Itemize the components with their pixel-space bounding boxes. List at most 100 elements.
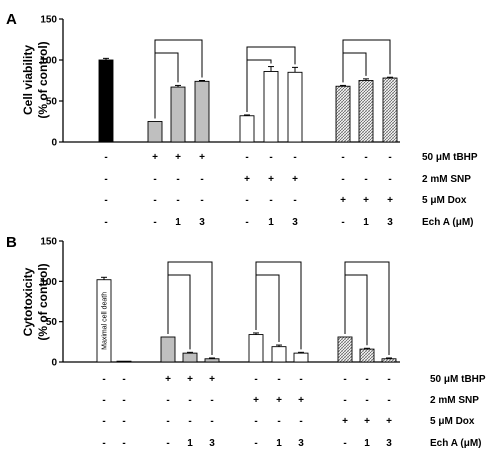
panel-b-condition-cell: -: [122, 438, 125, 449]
panel-b-ylabel-line1: Cytotoxicity: [21, 267, 35, 336]
panel-b-condition-cell: -: [387, 395, 390, 406]
panel-a-condition-cell: +: [268, 174, 274, 185]
panel-a-condition-cell: -: [388, 152, 391, 163]
panel-b-condition-cell: -: [122, 416, 125, 427]
panel-a-condition-cell: -: [293, 195, 296, 206]
panel-a-condition-cell: -: [388, 174, 391, 185]
panel-a-condition-cell: 3: [199, 217, 205, 228]
panel-a-bar-snp-0: [239, 115, 255, 143]
panel-a-condition-cell: -: [293, 152, 296, 163]
panel-b-bar-snp-2: [293, 352, 309, 363]
panel-b-condition-cell: -: [343, 395, 346, 406]
panel-a-bar-dox-2: [382, 77, 398, 143]
panel-a-bracket-dox: [342, 39, 391, 83]
panel-b-bar-snp-0: [248, 334, 264, 363]
panel-b-condition-cell: +: [165, 374, 171, 385]
panel-a-condition-cell: +: [152, 152, 158, 163]
panel-a-condition-cell: +: [199, 152, 205, 163]
panel-a-condition-cell: -: [269, 152, 272, 163]
panel-a-condition-label: 5 μM Dox: [422, 195, 467, 206]
panel-a-condition-cell: -: [104, 174, 107, 185]
panel-a-condition-cell: +: [363, 195, 369, 206]
panel-b-ytick-label: 50: [46, 317, 58, 328]
panel-b-ytick-label: 100: [40, 277, 57, 288]
panel-b-bracket-dox: [344, 261, 390, 355]
panel-a-condition-cell: -: [176, 195, 179, 206]
panel-a-ytick-label: 100: [40, 56, 57, 67]
panel-b-letter: B: [6, 234, 17, 251]
panel-b-condition-cell: +: [364, 416, 370, 427]
panel-b-condition-label: 50 μM tBHP: [430, 374, 486, 385]
panel-a-ytick-label: 0: [51, 138, 57, 149]
panel-b-condition-cell: -: [299, 416, 302, 427]
panel-b-condition-cell: +: [342, 416, 348, 427]
panel-b-condition-cell: -: [254, 416, 257, 427]
panel-a-condition-cell: -: [269, 195, 272, 206]
panel-a-condition-cell: 1: [268, 217, 274, 228]
panel-b-condition-cell: -: [343, 374, 346, 385]
panel-a-condition-cell: +: [387, 195, 393, 206]
panel-b-condition-cell: 3: [298, 438, 304, 449]
panel-a-condition-cell: -: [104, 217, 107, 228]
panel-a-condition-cell: -: [104, 195, 107, 206]
panel-b-condition-cell: -: [277, 416, 280, 427]
panel-a-condition-cell: -: [341, 152, 344, 163]
panel-b-condition-cell: +: [209, 374, 215, 385]
panel-a-bar-tbhp-2: [194, 80, 210, 143]
panel-b-condition-cell: -: [254, 374, 257, 385]
panel-b-condition-cell: 1: [364, 438, 370, 449]
panel-a-ylabel-line2: (% of control): [36, 41, 50, 118]
panel-a-condition-cell: -: [176, 174, 179, 185]
panel-a-bracket-tbhp: [154, 39, 203, 119]
panel-a-condition-cell: -: [153, 174, 156, 185]
panel-a-bracket-snp: [246, 46, 296, 112]
panel-b-condition-cell: -: [299, 374, 302, 385]
panel-b-condition-cell: -: [188, 416, 191, 427]
panel-a-ytick-label: 50: [46, 97, 58, 108]
panel-a-bar-tbhp-1: [170, 86, 186, 143]
panel-a-condition-cell: -: [200, 174, 203, 185]
panel-a-condition-cell: 3: [292, 217, 298, 228]
panel-b-bracket-tbhp: [167, 261, 213, 355]
panel-b-ylabel-line2: (% of control): [36, 263, 50, 340]
panel-a-condition-label: 50 μM tBHP: [422, 152, 478, 163]
panel-b-condition-cell: -: [122, 395, 125, 406]
panel-a-condition-cell: -: [245, 195, 248, 206]
panel-b-condition-cell: -: [277, 374, 280, 385]
panel-a-condition-cell: -: [364, 174, 367, 185]
panel-b-plot: 0 50 100 150 Maximal cell death: [40, 237, 400, 369]
panel-a-letter: A: [6, 11, 17, 28]
panel-b-condition-cell: 1: [187, 438, 193, 449]
panel-a-condition-cell: -: [364, 152, 367, 163]
panel-a-bar-control-0: [98, 59, 114, 143]
panel-b-bar-dox-0: [337, 336, 353, 363]
panel-b-condition-label: 5 μM Dox: [430, 416, 475, 427]
panel-a-condition-cell: -: [341, 174, 344, 185]
panel-b-condition-cell: -: [166, 395, 169, 406]
panel-b-condition-label: 2 mM SNP: [430, 395, 479, 406]
panel-b-condition-cell: +: [298, 395, 304, 406]
panel-a-condition-cell: 3: [387, 217, 393, 228]
panel-a-condition-cell: 1: [175, 217, 181, 228]
panel-b-condition-cell: -: [166, 416, 169, 427]
panel-b-condition-cell: +: [386, 416, 392, 427]
panel-b-condition-label: Ech A (μM): [430, 438, 481, 449]
panel-b-condition-cell: -: [188, 395, 191, 406]
panel-a-condition-cell: +: [340, 195, 346, 206]
panel-b-bar-tbhp-2: [204, 358, 220, 363]
panel-a-condition-cell: -: [104, 152, 107, 163]
panel-b-condition-cell: -: [102, 438, 105, 449]
panel-b-condition-cell: +: [276, 395, 282, 406]
panel-a-condition-cell: -: [245, 217, 248, 228]
panel-a-ytick-label: 150: [40, 15, 57, 26]
panel-b-bar-dox-2: [381, 358, 397, 363]
panel-a-condition-cell: -: [153, 195, 156, 206]
panel-b-condition-cell: -: [343, 438, 346, 449]
panel-b-ytick-label: 0: [51, 358, 57, 369]
panel-b-conditions: - - + + + - - - - - - 50 μM tBHP - - - - - + + + - - - 2 mM SNP…: [102, 374, 486, 449]
panel-b-condition-cell: 3: [209, 438, 215, 449]
panel-b-bar-snp-1: [271, 346, 287, 363]
panel-b-bar-dox-1: [359, 348, 375, 363]
panel-a-condition-cell: +: [292, 174, 298, 185]
